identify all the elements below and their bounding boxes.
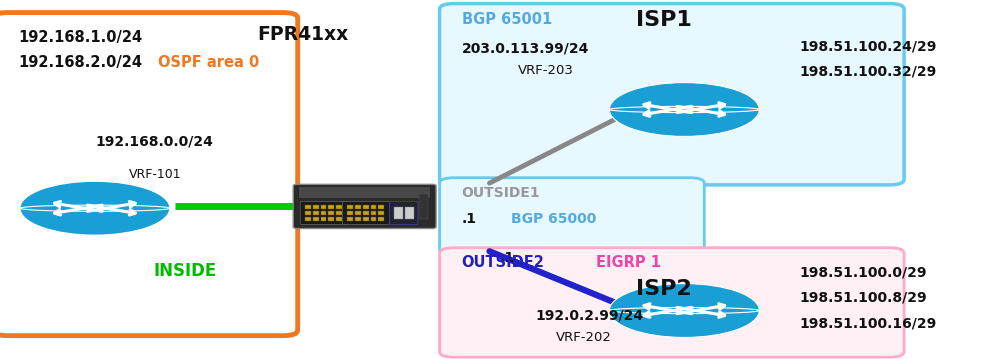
FancyBboxPatch shape: [343, 202, 390, 224]
FancyBboxPatch shape: [348, 211, 353, 215]
Text: 192.168.1.0/24: 192.168.1.0/24: [18, 30, 142, 45]
Text: ISP1: ISP1: [636, 10, 692, 30]
Text: 198.51.100.32/29: 198.51.100.32/29: [799, 65, 936, 79]
Ellipse shape: [20, 209, 170, 215]
Circle shape: [609, 83, 759, 136]
Text: 198.51.100.0/29: 198.51.100.0/29: [799, 266, 927, 280]
FancyBboxPatch shape: [321, 205, 327, 209]
Ellipse shape: [20, 205, 170, 211]
FancyBboxPatch shape: [329, 217, 334, 221]
Text: .1: .1: [500, 252, 514, 265]
FancyBboxPatch shape: [371, 205, 377, 209]
Text: BGP 65001: BGP 65001: [462, 12, 551, 27]
Text: BGP 65000: BGP 65000: [511, 212, 596, 226]
Text: ISP2: ISP2: [636, 279, 692, 299]
Text: VRF-101: VRF-101: [129, 168, 181, 181]
FancyBboxPatch shape: [440, 4, 904, 185]
FancyBboxPatch shape: [300, 202, 348, 224]
FancyBboxPatch shape: [379, 211, 384, 215]
FancyBboxPatch shape: [371, 217, 377, 221]
FancyBboxPatch shape: [356, 211, 361, 215]
FancyBboxPatch shape: [321, 217, 327, 221]
FancyBboxPatch shape: [348, 205, 353, 209]
Text: OUTSIDE2: OUTSIDE2: [462, 255, 544, 270]
FancyBboxPatch shape: [356, 205, 361, 209]
Polygon shape: [609, 311, 759, 314]
Text: OUTSIDE1: OUTSIDE1: [462, 186, 540, 200]
Text: .1: .1: [462, 212, 477, 226]
FancyBboxPatch shape: [313, 211, 319, 215]
Text: FPR41xx: FPR41xx: [257, 25, 349, 43]
FancyBboxPatch shape: [337, 205, 342, 209]
FancyBboxPatch shape: [440, 178, 704, 255]
Text: 192.0.2.99/24: 192.0.2.99/24: [535, 309, 643, 323]
Ellipse shape: [609, 110, 759, 116]
FancyBboxPatch shape: [294, 185, 436, 229]
Ellipse shape: [609, 311, 759, 317]
Ellipse shape: [609, 307, 759, 314]
FancyBboxPatch shape: [306, 217, 311, 221]
Text: VRF-202: VRF-202: [555, 331, 611, 344]
FancyBboxPatch shape: [371, 211, 377, 215]
FancyBboxPatch shape: [313, 217, 319, 221]
Text: EIGRP 1: EIGRP 1: [596, 255, 661, 270]
Text: OSPF area 0: OSPF area 0: [158, 55, 259, 70]
FancyBboxPatch shape: [379, 205, 384, 209]
FancyBboxPatch shape: [337, 217, 342, 221]
FancyBboxPatch shape: [348, 217, 353, 221]
FancyBboxPatch shape: [329, 205, 334, 209]
Polygon shape: [609, 109, 759, 113]
Text: 198.51.100.8/29: 198.51.100.8/29: [799, 291, 927, 305]
FancyBboxPatch shape: [440, 248, 904, 357]
FancyBboxPatch shape: [405, 207, 414, 219]
Circle shape: [609, 284, 759, 337]
FancyBboxPatch shape: [379, 217, 384, 221]
FancyBboxPatch shape: [321, 211, 327, 215]
Text: 192.168.2.0/24: 192.168.2.0/24: [18, 55, 142, 70]
FancyBboxPatch shape: [0, 13, 298, 336]
Polygon shape: [20, 208, 170, 212]
Ellipse shape: [609, 106, 759, 113]
FancyBboxPatch shape: [363, 217, 369, 221]
Text: 198.51.100.16/29: 198.51.100.16/29: [799, 316, 936, 330]
Circle shape: [20, 181, 170, 235]
Text: 192.168.0.0/24: 192.168.0.0/24: [96, 135, 214, 149]
FancyBboxPatch shape: [356, 217, 361, 221]
FancyBboxPatch shape: [329, 211, 334, 215]
Text: 203.0.113.99/24: 203.0.113.99/24: [462, 42, 589, 55]
FancyBboxPatch shape: [363, 211, 369, 215]
Text: VRF-203: VRF-203: [517, 64, 573, 76]
FancyBboxPatch shape: [390, 202, 418, 224]
FancyBboxPatch shape: [337, 211, 342, 215]
FancyBboxPatch shape: [394, 207, 403, 219]
FancyBboxPatch shape: [313, 205, 319, 209]
Text: INSIDE: INSIDE: [153, 262, 217, 280]
FancyBboxPatch shape: [419, 194, 428, 219]
FancyBboxPatch shape: [300, 187, 430, 198]
FancyBboxPatch shape: [306, 205, 311, 209]
Text: 198.51.100.24/29: 198.51.100.24/29: [799, 40, 937, 53]
FancyBboxPatch shape: [363, 205, 369, 209]
FancyBboxPatch shape: [306, 211, 311, 215]
